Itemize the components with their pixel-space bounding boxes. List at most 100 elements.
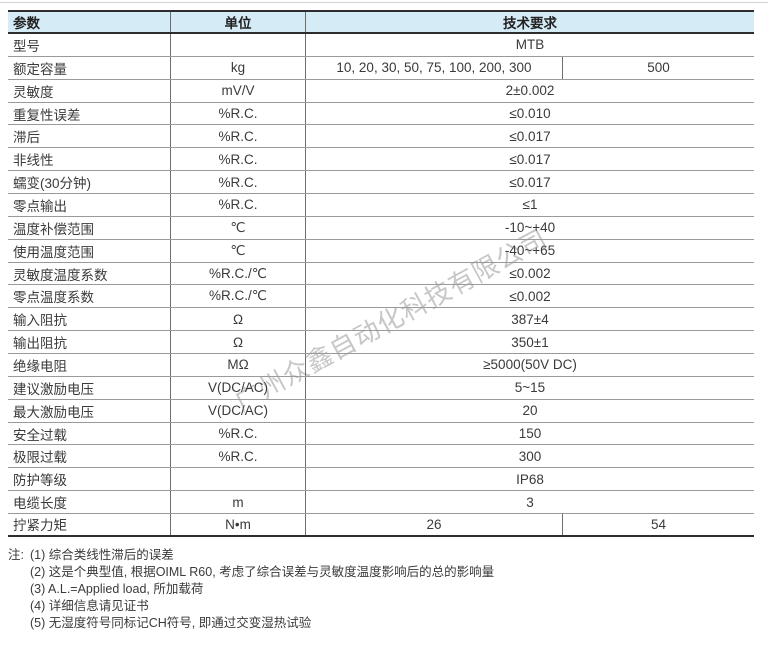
unit-cell: kg bbox=[170, 56, 305, 79]
header-requirement: 技术要求 bbox=[305, 12, 754, 32]
note-line: (2) 这是个典型值, 根据OIML R60, 考虑了综合误差与灵敏度温度影响后… bbox=[8, 564, 494, 581]
param-cell: 额定容量 bbox=[13, 61, 67, 77]
unit-cell: N•m bbox=[170, 514, 305, 535]
value-cell: ≥5000(50V DC) bbox=[305, 354, 754, 376]
unit-cell: ℃ bbox=[170, 239, 305, 262]
value-cell: -10~+40 bbox=[305, 216, 754, 239]
param-cell: 非线性 bbox=[13, 153, 54, 169]
table-row: 极限过载 %R.C. 300 bbox=[8, 445, 754, 469]
value-cell: ≤1 bbox=[305, 194, 754, 216]
table-row: 零点输出 %R.C. ≤1 bbox=[8, 194, 754, 217]
unit-cell: Ω bbox=[170, 308, 305, 331]
note-item: (2) 这是个典型值, 根据OIML R60, 考虑了综合误差与灵敏度温度影响后… bbox=[30, 565, 495, 579]
table-body: 型号 MTB 额定容量 kg 10, 20, 30, 50, 75, 100, 200,… bbox=[8, 34, 754, 537]
unit-cell: %R.C. bbox=[170, 171, 305, 194]
unit-cell: Ω bbox=[170, 331, 305, 354]
unit-cell bbox=[170, 468, 305, 491]
table-row: 安全过载 %R.C. 150 bbox=[8, 422, 754, 446]
note-item: (5) 无湿度符号同标记CH符号, 即通过交变湿热试验 bbox=[30, 616, 312, 630]
param-cell: 防护等级 bbox=[13, 473, 67, 489]
param-cell: 极限过载 bbox=[13, 450, 67, 466]
table-header-row: 参数 单位 技术要求 bbox=[8, 10, 754, 34]
value-cell: 387±4 bbox=[305, 308, 754, 331]
unit-cell bbox=[170, 34, 305, 56]
param-cell: 重复性误差 bbox=[13, 107, 81, 123]
table-row: 使用温度范围 ℃ -40~+65 bbox=[8, 239, 754, 263]
param-cell: 型号 bbox=[13, 38, 40, 54]
unit-cell: MΩ bbox=[170, 354, 305, 376]
table-row: 电缆长度 m 3 bbox=[8, 491, 754, 515]
table-row: 零点温度系数 %R.C./℃ ≤0.002 bbox=[8, 285, 754, 309]
table-row: 最大激励电压 V(DC/AC) 20 bbox=[8, 399, 754, 423]
value-cell: 2±0.002 bbox=[305, 79, 754, 102]
note-item: (3) A.L.=Applied load, 所加载荷 bbox=[30, 582, 204, 596]
spec-table: 参数 单位 技术要求 型号 MTB 额定容量 kg 10, 20, 30, 50, 75… bbox=[8, 10, 754, 537]
table-row: 灵敏度 mV/V 2±0.002 bbox=[8, 79, 754, 103]
value-cell: ≤0.017 bbox=[305, 125, 754, 148]
param-cell: 电缆长度 bbox=[13, 496, 67, 512]
unit-cell: %R.C. bbox=[170, 445, 305, 468]
table-row: 滞后 %R.C. ≤0.017 bbox=[8, 125, 754, 149]
unit-cell: %R.C. bbox=[170, 148, 305, 171]
table-row: 灵敏度温度系数 %R.C./℃ ≤0.002 bbox=[8, 262, 754, 286]
table-row: 输出阻抗 Ω 350±1 bbox=[8, 331, 754, 355]
value-cell: ≤0.002 bbox=[305, 262, 754, 285]
param-cell: 零点温度系数 bbox=[13, 290, 94, 306]
unit-cell: %R.C. bbox=[170, 422, 305, 445]
param-cell: 安全过载 bbox=[13, 427, 67, 443]
table-row: 拧紧力矩 N•m 26 54 bbox=[8, 514, 754, 537]
param-cell: 使用温度范围 bbox=[13, 244, 94, 260]
param-cell: 滞后 bbox=[13, 130, 40, 146]
param-cell: 建议激励电压 bbox=[13, 381, 94, 397]
value-cell: 20 bbox=[305, 399, 754, 422]
value-cell: 300 bbox=[305, 445, 754, 468]
value-cell-b: 54 bbox=[562, 514, 754, 535]
unit-cell: %R.C. bbox=[170, 102, 305, 125]
param-cell: 蠕变(30分钟) bbox=[13, 176, 92, 192]
value-cell: ≤0.017 bbox=[305, 171, 754, 194]
table-row: 蠕变(30分钟) %R.C. ≤0.017 bbox=[8, 171, 754, 195]
param-cell: 输出阻抗 bbox=[13, 336, 67, 352]
table-row: 额定容量 kg 10, 20, 30, 50, 75, 100, 200, 300 5… bbox=[8, 56, 754, 80]
unit-cell: V(DC/AC) bbox=[170, 376, 305, 399]
value-cell-a: 26 bbox=[305, 514, 562, 535]
note-item: (4) 详细信息请见证书 bbox=[30, 599, 149, 613]
table-row: 绝缘电阻 MΩ ≥5000(50V DC) bbox=[8, 354, 754, 377]
unit-cell: %R.C. bbox=[170, 125, 305, 148]
unit-cell: ℃ bbox=[170, 216, 305, 239]
top-divider-rule bbox=[0, 2, 768, 3]
header-unit: 单位 bbox=[170, 12, 305, 32]
unit-cell: %R.C./℃ bbox=[170, 285, 305, 308]
value-cell: MTB bbox=[305, 34, 754, 56]
value-cell: IP68 bbox=[305, 468, 754, 491]
param-cell: 灵敏度温度系数 bbox=[13, 267, 108, 283]
param-cell: 拧紧力矩 bbox=[13, 518, 67, 534]
value-cell: ≤0.010 bbox=[305, 102, 754, 125]
note-line: (4) 详细信息请见证书 bbox=[8, 598, 494, 615]
unit-cell: %R.C. bbox=[170, 194, 305, 216]
unit-cell: V(DC/AC) bbox=[170, 399, 305, 422]
table-row: 建议激励电压 V(DC/AC) 5~15 bbox=[8, 376, 754, 400]
table-row: 温度补偿范围 ℃ -10~+40 bbox=[8, 216, 754, 240]
table-row: 非线性 %R.C. ≤0.017 bbox=[8, 148, 754, 172]
notes-prefix: 注: bbox=[8, 548, 24, 562]
value-cell-a: 10, 20, 30, 50, 75, 100, 200, 300 bbox=[305, 56, 562, 79]
note-item: (1) 综合类线性滞后的误差 bbox=[30, 548, 174, 562]
param-cell: 零点输出 bbox=[13, 198, 67, 214]
param-cell: 绝缘电阻 bbox=[13, 358, 67, 374]
value-cell: 5~15 bbox=[305, 376, 754, 399]
unit-cell: mV/V bbox=[170, 79, 305, 102]
table-row: 防护等级 IP68 bbox=[8, 468, 754, 492]
param-cell: 温度补偿范围 bbox=[13, 221, 94, 237]
note-line: (5) 无湿度符号同标记CH符号, 即通过交变湿热试验 bbox=[8, 615, 494, 632]
unit-cell: %R.C./℃ bbox=[170, 262, 305, 285]
note-line: (3) A.L.=Applied load, 所加载荷 bbox=[8, 581, 494, 598]
value-cell-b: 500 bbox=[562, 56, 754, 79]
header-param: 参数 bbox=[13, 16, 40, 31]
param-cell: 灵敏度 bbox=[13, 84, 54, 100]
table-row: 型号 MTB bbox=[8, 34, 754, 57]
notes-block: 注: (1) 综合类线性滞后的误差 (2) 这是个典型值, 根据OIML R60,… bbox=[8, 547, 494, 632]
unit-cell: m bbox=[170, 491, 305, 514]
table-row: 重复性误差 %R.C. ≤0.010 bbox=[8, 102, 754, 126]
